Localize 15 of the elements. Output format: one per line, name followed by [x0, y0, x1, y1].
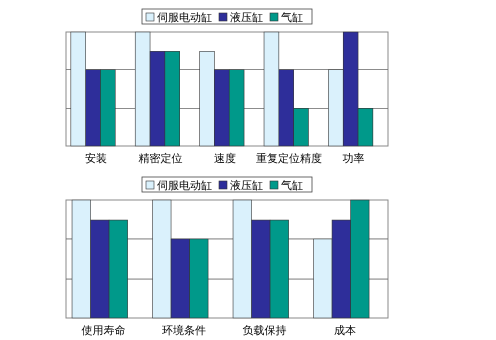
x-tick-label: 精密定位 — [138, 152, 182, 165]
x-tick-label: 成本 — [334, 324, 356, 337]
x-tick-label: 环境条件 — [162, 324, 206, 337]
legend-label: 液压缸 — [230, 11, 263, 24]
legend-label: 伺服电动缸 — [157, 11, 212, 24]
legend-label: 气缸 — [281, 180, 303, 192]
x-tick-label: 速度 — [214, 152, 236, 165]
legend-label: 气缸 — [281, 12, 303, 24]
x-tick-label: 重复定位精度 — [256, 152, 322, 165]
legend-label: 液压缸 — [230, 179, 263, 192]
x-tick-label: 负载保持 — [242, 324, 287, 337]
x-tick-label: 使用寿命 — [82, 325, 126, 337]
legend-label: 伺服电动缸 — [157, 179, 212, 192]
x-tick-label: 安装 — [85, 152, 108, 165]
x-tick-label: 功率 — [342, 152, 365, 165]
